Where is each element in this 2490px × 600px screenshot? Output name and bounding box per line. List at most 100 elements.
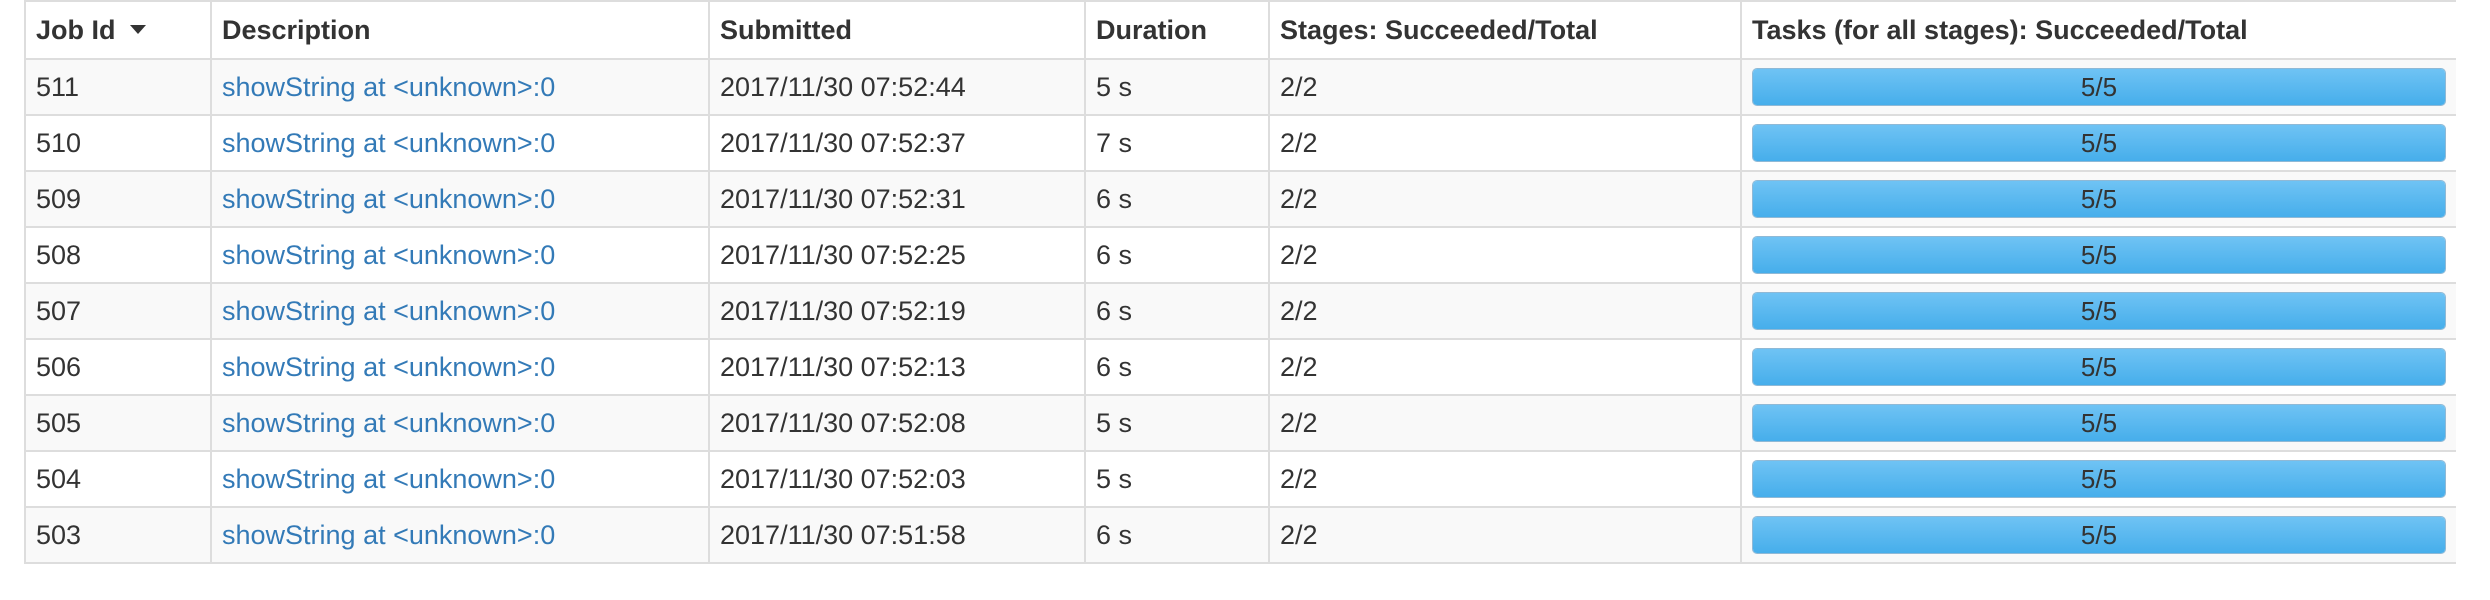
tasks-cell: 5/5 (1740, 506, 2456, 564)
stages-count: 2/2 (1280, 183, 1318, 214)
stages-cell: 2/2 (1268, 394, 1742, 452)
table-row: 508 showString at <unknown>:0 2017/11/30… (24, 226, 2456, 284)
duration: 6 s (1096, 295, 1133, 326)
stages-cell: 2/2 (1268, 450, 1742, 508)
stages-count: 2/2 (1280, 127, 1318, 158)
header-submitted-label: Submitted (720, 14, 852, 45)
submitted-time: 2017/11/30 07:52:31 (720, 183, 966, 214)
tasks-progress-label: 5/5 (2080, 128, 2118, 158)
description-cell: showString at <unknown>:0 (210, 226, 710, 284)
description-cell: showString at <unknown>:0 (210, 338, 710, 396)
header-stages[interactable]: Stages: Succeeded/Total (1268, 0, 1742, 60)
tasks-cell: 5/5 (1740, 226, 2456, 284)
stages-count: 2/2 (1280, 239, 1318, 270)
submitted-cell: 2017/11/30 07:52:44 (708, 58, 1086, 116)
table-row: 510 showString at <unknown>:0 2017/11/30… (24, 114, 2456, 172)
description-cell: showString at <unknown>:0 (210, 394, 710, 452)
duration-cell: 6 s (1084, 226, 1270, 284)
tasks-progress-fill (1753, 125, 2445, 161)
duration: 5 s (1096, 71, 1133, 102)
duration-cell: 6 s (1084, 338, 1270, 396)
header-description-label: Description (222, 14, 371, 45)
tasks-progress-bar: 5/5 (1752, 348, 2446, 386)
job-description-link[interactable]: showString at <unknown>:0 (222, 183, 556, 214)
table-row: 507 showString at <unknown>:0 2017/11/30… (24, 282, 2456, 340)
duration: 6 s (1096, 239, 1133, 270)
job-description-link[interactable]: showString at <unknown>:0 (222, 71, 556, 102)
duration: 7 s (1096, 127, 1133, 158)
duration: 6 s (1096, 183, 1133, 214)
stages-cell: 2/2 (1268, 170, 1742, 228)
tasks-progress-bar: 5/5 (1752, 124, 2446, 162)
tasks-progress-bar: 5/5 (1752, 292, 2446, 330)
duration: 5 s (1096, 463, 1133, 494)
job-description-link[interactable]: showString at <unknown>:0 (222, 407, 556, 438)
duration: 5 s (1096, 407, 1133, 438)
tasks-progress-label: 5/5 (2080, 352, 2118, 382)
job-description-link[interactable]: showString at <unknown>:0 (222, 463, 556, 494)
submitted-cell: 2017/11/30 07:52:19 (708, 282, 1086, 340)
header-stages-label: Stages: Succeeded/Total (1280, 14, 1598, 45)
description-cell: showString at <unknown>:0 (210, 170, 710, 228)
tasks-progress-fill (1753, 69, 2445, 105)
tasks-progress-label: 5/5 (2080, 408, 2118, 438)
job-description-link[interactable]: showString at <unknown>:0 (222, 239, 556, 270)
table-row: 511 showString at <unknown>:0 2017/11/30… (24, 58, 2456, 116)
tasks-progress-bar: 5/5 (1752, 460, 2446, 498)
duration-cell: 6 s (1084, 170, 1270, 228)
header-job-id[interactable]: Job Id (24, 0, 212, 60)
tasks-progress-bar: 5/5 (1752, 68, 2446, 106)
job-id-cell: 510 (24, 114, 212, 172)
duration-cell: 5 s (1084, 58, 1270, 116)
jobs-table-container: Job Id Description Submitted Duration St… (24, 0, 2456, 600)
tasks-cell: 5/5 (1740, 114, 2456, 172)
tasks-progress-label: 5/5 (2080, 240, 2118, 270)
table-body: 511 showString at <unknown>:0 2017/11/30… (24, 58, 2456, 564)
table-row: 509 showString at <unknown>:0 2017/11/30… (24, 170, 2456, 228)
job-id: 505 (36, 407, 82, 438)
duration: 6 s (1096, 351, 1133, 382)
tasks-cell: 5/5 (1740, 394, 2456, 452)
job-id-cell: 508 (24, 226, 212, 284)
stages-cell: 2/2 (1268, 282, 1742, 340)
submitted-time: 2017/11/30 07:52:25 (720, 239, 966, 270)
table-header: Job Id Description Submitted Duration St… (24, 0, 2456, 60)
job-id: 508 (36, 239, 82, 270)
duration-cell: 5 s (1084, 394, 1270, 452)
submitted-cell: 2017/11/30 07:52:13 (708, 338, 1086, 396)
job-description-link[interactable]: showString at <unknown>:0 (222, 351, 556, 382)
job-id-cell: 504 (24, 450, 212, 508)
header-duration[interactable]: Duration (1084, 0, 1270, 60)
submitted-time: 2017/11/30 07:52:37 (720, 127, 966, 158)
job-id: 503 (36, 519, 82, 550)
description-cell: showString at <unknown>:0 (210, 282, 710, 340)
tasks-cell: 5/5 (1740, 338, 2456, 396)
stages-count: 2/2 (1280, 519, 1318, 550)
tasks-progress-fill (1753, 181, 2445, 217)
job-description-link[interactable]: showString at <unknown>:0 (222, 295, 556, 326)
tasks-cell: 5/5 (1740, 58, 2456, 116)
table-row: 505 showString at <unknown>:0 2017/11/30… (24, 394, 2456, 452)
job-id-cell: 505 (24, 394, 212, 452)
tasks-cell: 5/5 (1740, 282, 2456, 340)
tasks-progress-fill (1753, 293, 2445, 329)
job-id-cell: 506 (24, 338, 212, 396)
table-row: 506 showString at <unknown>:0 2017/11/30… (24, 338, 2456, 396)
header-submitted[interactable]: Submitted (708, 0, 1086, 60)
duration-cell: 5 s (1084, 450, 1270, 508)
sort-desc-icon[interactable] (129, 24, 146, 34)
table-row: 503 showString at <unknown>:0 2017/11/30… (24, 506, 2456, 564)
submitted-time: 2017/11/30 07:52:19 (720, 295, 966, 326)
job-id: 507 (36, 295, 82, 326)
job-id-cell: 511 (24, 58, 212, 116)
description-cell: showString at <unknown>:0 (210, 114, 710, 172)
job-description-link[interactable]: showString at <unknown>:0 (222, 519, 556, 550)
header-description[interactable]: Description (210, 0, 710, 60)
job-description-link[interactable]: showString at <unknown>:0 (222, 127, 556, 158)
tasks-progress-label: 5/5 (2080, 184, 2118, 214)
tasks-progress-fill (1753, 461, 2445, 497)
header-tasks[interactable]: Tasks (for all stages): Succeeded/Total (1740, 0, 2456, 60)
tasks-progress-fill (1753, 237, 2445, 273)
submitted-cell: 2017/11/30 07:52:37 (708, 114, 1086, 172)
tasks-cell: 5/5 (1740, 450, 2456, 508)
